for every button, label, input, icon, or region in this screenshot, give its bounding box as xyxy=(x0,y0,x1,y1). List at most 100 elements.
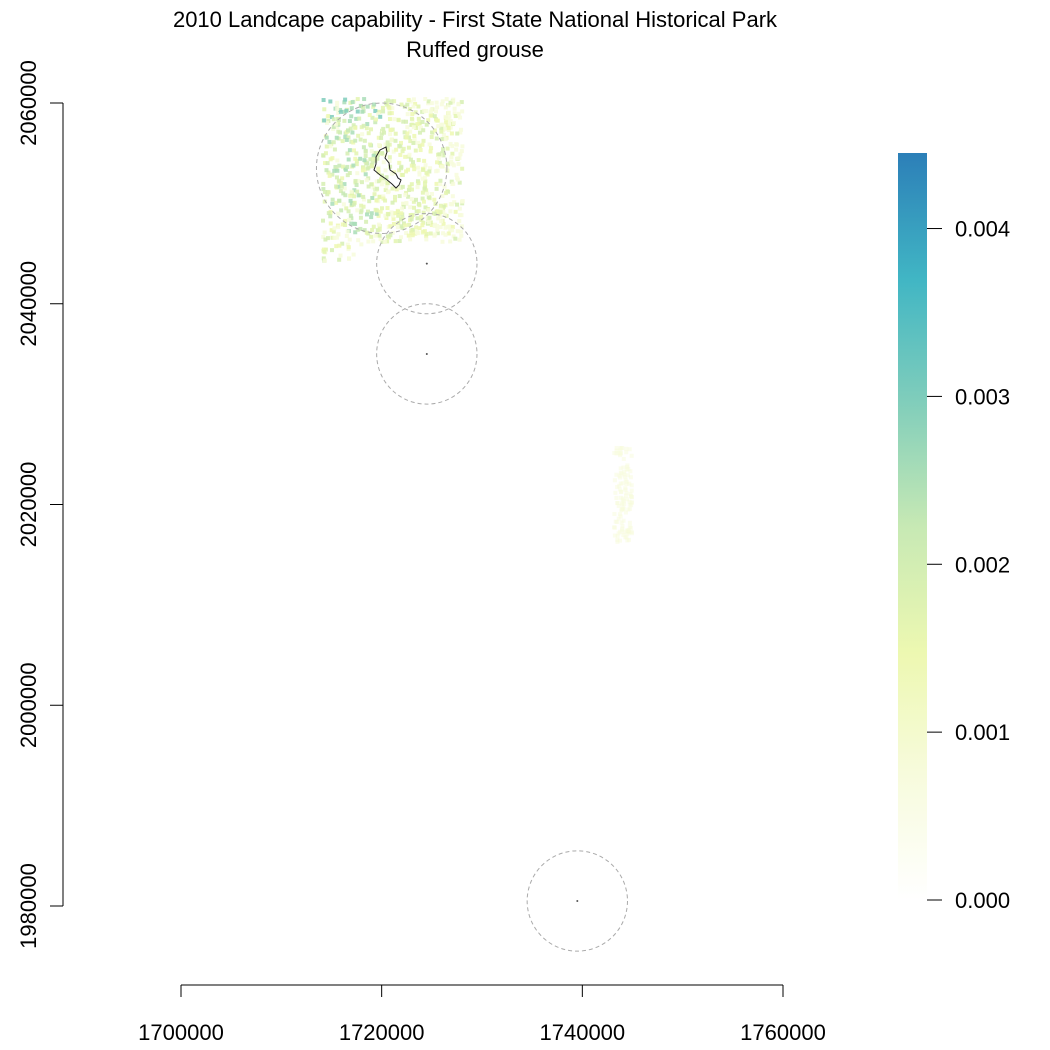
raster-cell xyxy=(440,239,445,244)
raster-cell xyxy=(382,153,387,158)
raster-cell xyxy=(432,197,437,202)
raster-cell xyxy=(331,229,336,234)
raster-cell xyxy=(361,194,366,199)
raster-cell xyxy=(434,136,439,141)
raster-cell xyxy=(449,159,454,164)
raster-cell xyxy=(621,533,626,538)
raster-cell xyxy=(460,144,465,149)
raster-cell xyxy=(624,535,629,540)
raster-cell xyxy=(414,125,419,130)
raster-cell xyxy=(437,213,442,218)
raster-cell xyxy=(457,180,462,185)
raster-cell xyxy=(449,131,454,136)
raster-cell xyxy=(323,247,328,252)
raster-cell xyxy=(408,139,413,144)
raster-cell xyxy=(459,149,464,154)
raster-cell xyxy=(460,109,465,114)
raster-cell xyxy=(403,154,408,159)
raster-cell xyxy=(371,153,376,158)
raster-cell xyxy=(367,199,372,204)
raster-cell xyxy=(376,222,381,227)
raster-cell xyxy=(335,106,340,111)
raster-cell xyxy=(406,145,411,150)
raster-cell xyxy=(385,124,390,129)
legend-tick-label: 0.000 xyxy=(955,888,1010,913)
raster-cell xyxy=(455,156,460,161)
raster-cell xyxy=(442,184,447,189)
raster-cell xyxy=(366,184,371,189)
raster-cell xyxy=(369,182,374,187)
raster-cell xyxy=(345,229,350,234)
buffer-circle xyxy=(526,850,628,952)
raster-cell xyxy=(445,118,450,123)
raster-cell xyxy=(417,172,422,177)
raster-cell xyxy=(328,221,333,226)
raster-cell xyxy=(406,135,411,140)
raster-cell xyxy=(441,231,446,236)
raster-cell xyxy=(448,125,453,130)
raster-cell xyxy=(326,114,331,119)
raster-cell xyxy=(455,131,460,136)
raster-cell xyxy=(459,127,464,132)
raster-cell xyxy=(408,157,413,162)
raster-cell xyxy=(381,160,386,165)
raster-cell xyxy=(355,97,360,102)
raster-cell xyxy=(371,239,376,244)
raster-cell xyxy=(440,137,445,142)
park-point xyxy=(425,262,428,265)
raster-cell xyxy=(371,185,376,190)
raster-cell xyxy=(620,501,625,506)
raster-cell xyxy=(348,193,353,198)
raster-cell xyxy=(351,148,356,153)
raster-cell xyxy=(403,192,408,197)
raster-cell xyxy=(343,97,348,102)
raster-cell xyxy=(429,101,434,106)
raster-cell xyxy=(445,161,450,166)
raster-cell xyxy=(448,239,453,244)
raster-cell xyxy=(436,155,441,160)
raster-cell xyxy=(334,184,339,189)
raster-cell xyxy=(428,166,433,171)
raster-cell xyxy=(460,199,465,204)
raster-cell xyxy=(619,471,624,476)
raster-cell xyxy=(324,144,329,149)
raster-cell xyxy=(409,197,414,202)
raster-cell xyxy=(421,210,426,215)
raster-cell xyxy=(348,100,353,105)
raster-cell xyxy=(621,465,626,470)
raster-cell xyxy=(336,129,341,134)
raster-cell xyxy=(434,186,439,191)
raster-cell xyxy=(618,495,623,500)
raster-cell xyxy=(617,473,622,478)
raster-cell xyxy=(392,117,397,122)
raster-cell xyxy=(341,202,346,207)
raster-cell xyxy=(338,180,343,185)
raster-cell xyxy=(429,107,434,112)
raster-cell xyxy=(329,114,334,119)
raster-cell xyxy=(337,257,342,262)
raster-cell xyxy=(454,142,459,147)
raster-cell xyxy=(626,507,631,512)
raster-cell xyxy=(335,100,340,105)
raster-cell xyxy=(379,177,384,182)
raster-cell xyxy=(354,162,359,167)
raster-cell xyxy=(390,200,395,205)
raster-cell xyxy=(347,237,352,242)
raster-cell xyxy=(365,104,370,109)
raster-cell xyxy=(359,208,364,213)
raster-cell xyxy=(388,224,393,229)
raster-cell xyxy=(621,505,626,510)
raster-cell xyxy=(338,109,343,114)
raster-cell xyxy=(413,148,418,153)
raster-cell xyxy=(421,229,426,234)
raster-cell xyxy=(358,215,363,220)
raster-cell xyxy=(627,530,632,535)
raster-cell xyxy=(353,178,358,183)
raster-cell xyxy=(372,192,377,197)
raster-cell xyxy=(387,117,392,122)
raster-cell xyxy=(620,526,625,531)
raster-cell xyxy=(340,176,345,181)
raster-cell xyxy=(336,116,341,121)
raster-cell xyxy=(372,150,377,155)
raster-cell xyxy=(620,524,625,529)
